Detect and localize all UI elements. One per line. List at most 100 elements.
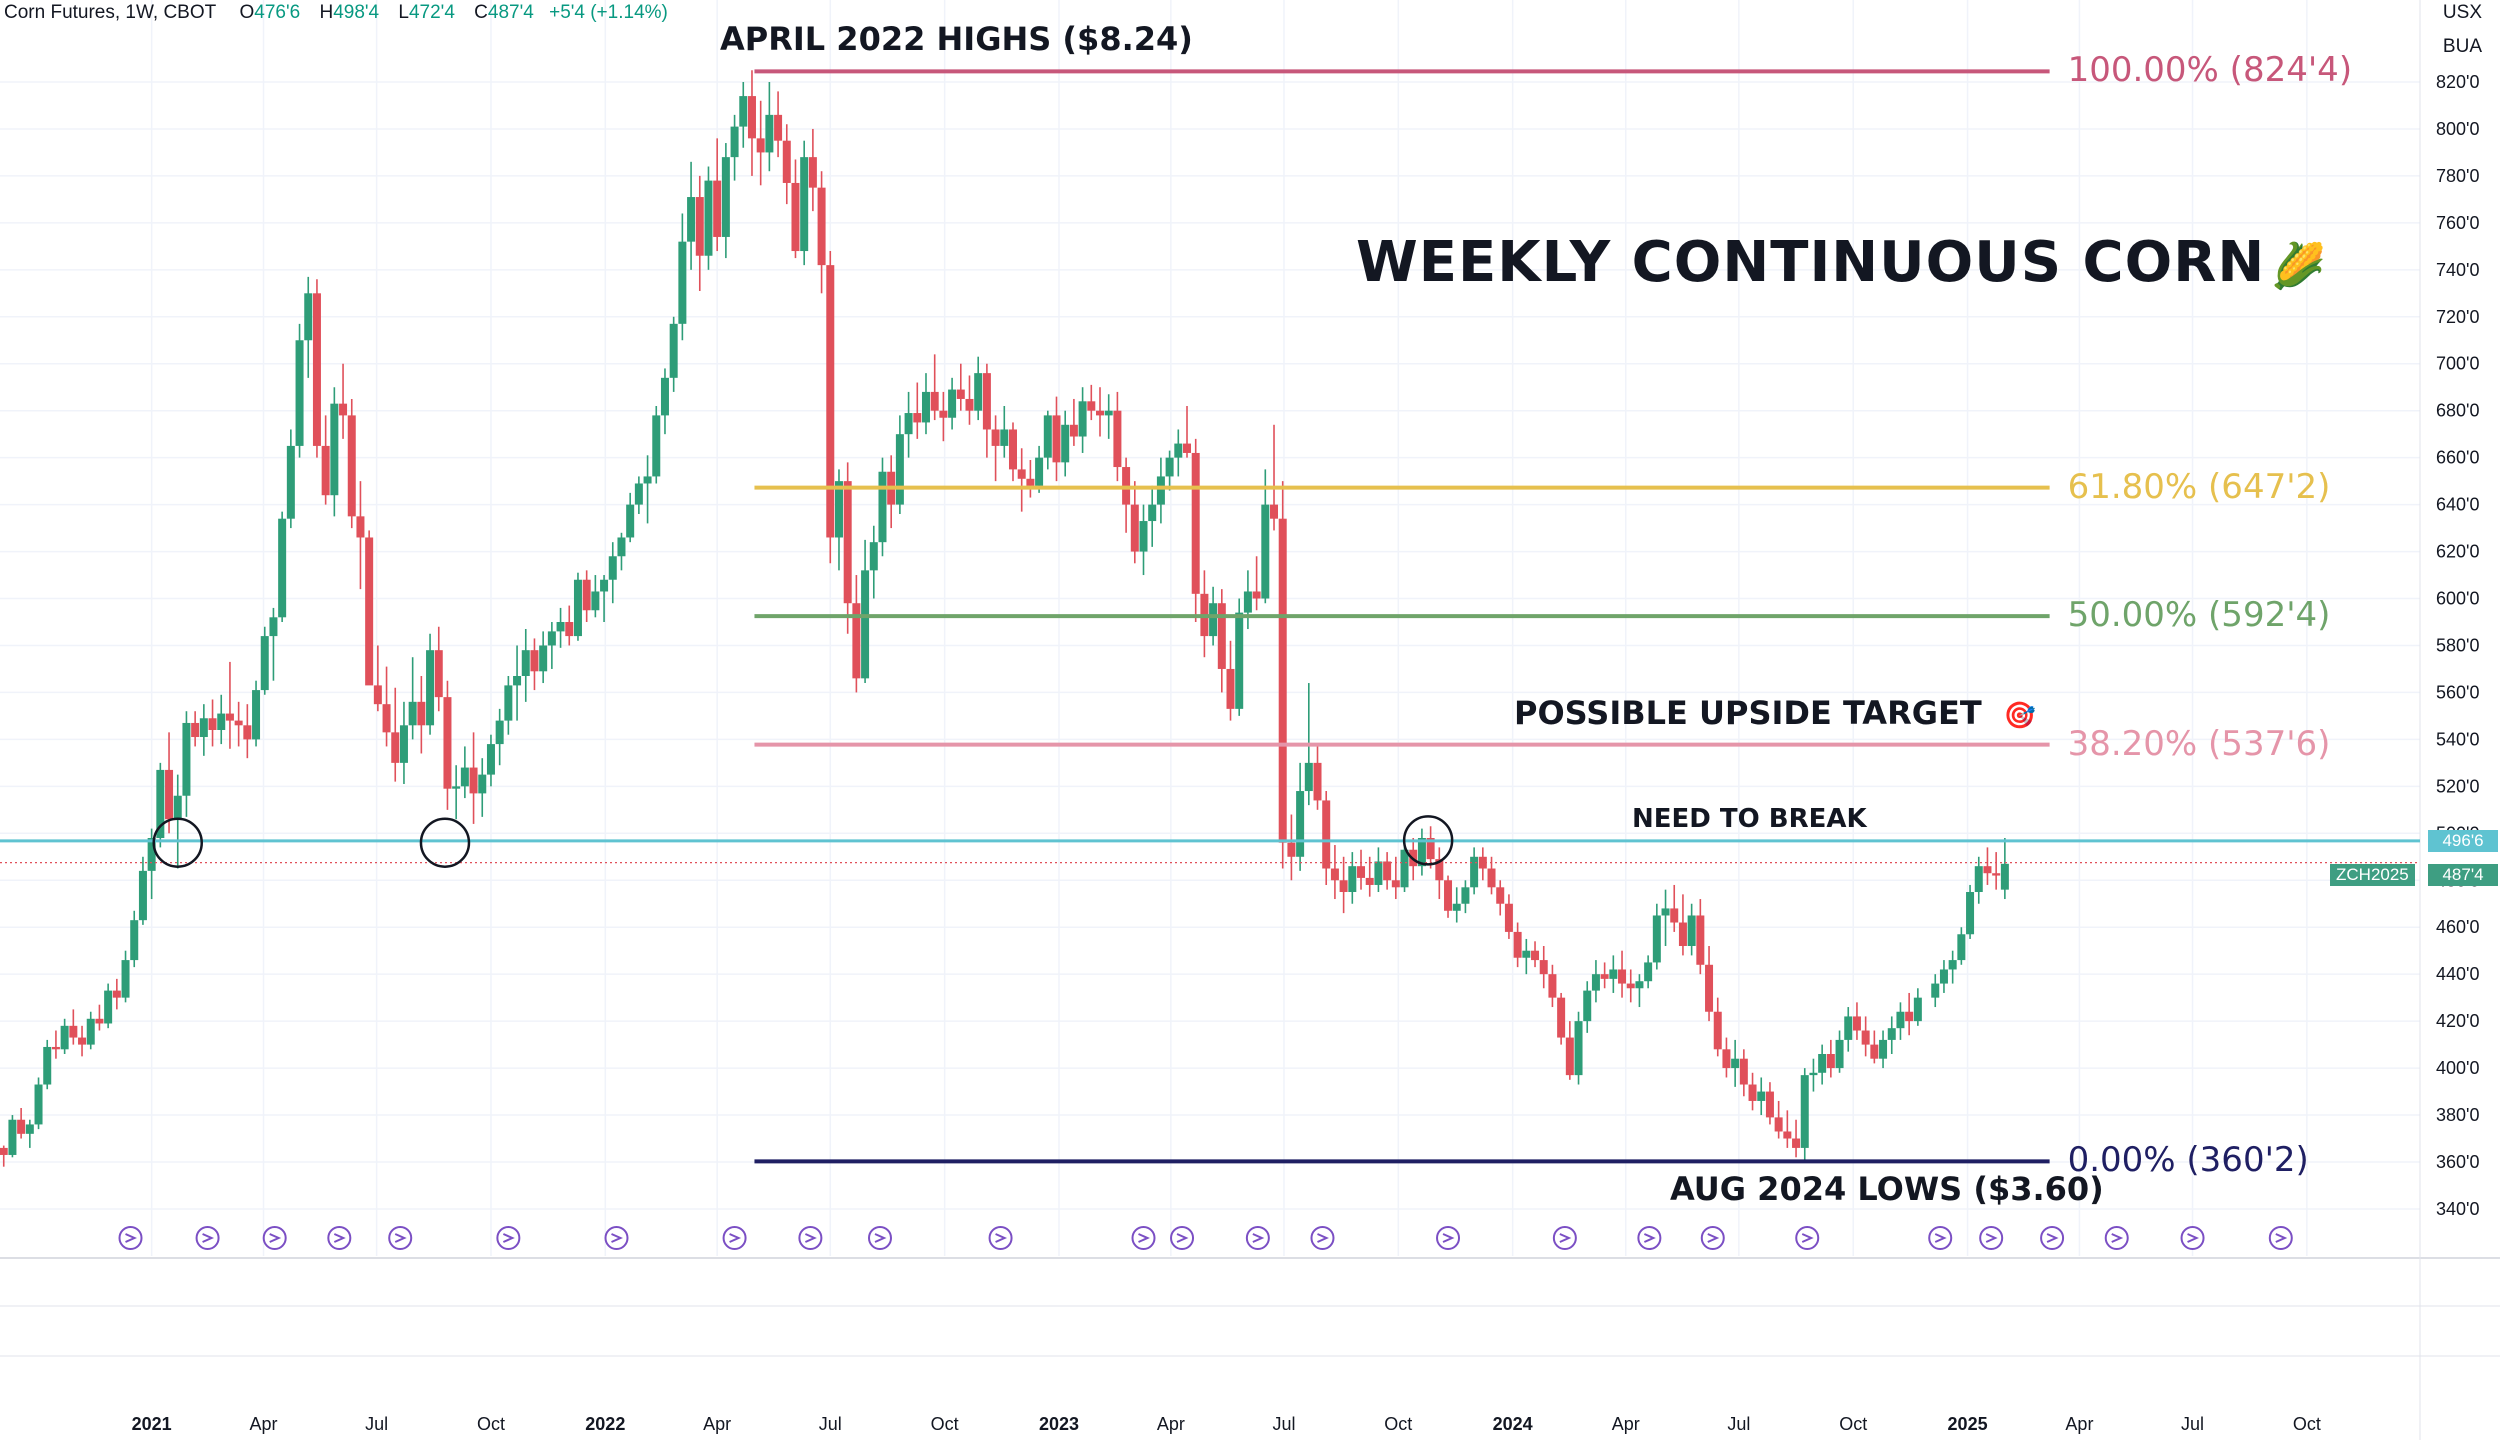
event-marker-icon [195, 1226, 220, 1250]
y-tick-label: 540'0 [2436, 729, 2479, 749]
candle-body [1156, 476, 1165, 505]
candle-body [765, 114, 774, 153]
upside-target-annotation: POSSIBLE UPSIDE TARGET 🎯 [1514, 694, 2036, 732]
candle-body [95, 1018, 104, 1024]
candle-body [1148, 504, 1157, 522]
candle-body [78, 1037, 87, 1045]
y-tick-label: 820'0 [2436, 72, 2479, 92]
candle-body [739, 96, 748, 127]
candle-body [1435, 859, 1444, 881]
currency-label: USX [2442, 2, 2482, 23]
upside-target-text: POSSIBLE UPSIDE TARGET [1514, 694, 1982, 732]
candle-body [478, 774, 487, 794]
x-tick-label: 2023 [1039, 1414, 1079, 1434]
candle-body [1426, 838, 1435, 860]
y-tick-label: 660'0 [2436, 448, 2479, 468]
candle-body [1069, 424, 1078, 437]
levels [0, 69, 2420, 1164]
candle-body [991, 429, 1000, 446]
circles [152, 815, 1454, 868]
candle-body [573, 579, 582, 637]
candle-body [721, 157, 730, 237]
candle-body [339, 403, 348, 416]
candle-body [1330, 868, 1339, 881]
candle-body [1304, 762, 1313, 792]
event-marker-icon [722, 1226, 747, 1250]
candle-body [1400, 849, 1409, 888]
candle-body [834, 481, 843, 538]
candle-body [608, 556, 617, 580]
y-tick-label: 440'0 [2436, 964, 2479, 984]
candle-body [60, 1025, 69, 1050]
candle-body [1600, 974, 1609, 979]
highlight-circle [419, 817, 471, 868]
candle-body [321, 445, 330, 496]
x-tick-label: 2022 [585, 1414, 625, 1434]
candle-body [1261, 504, 1270, 599]
candle-body [852, 603, 861, 679]
event-marker-icon [1131, 1226, 1156, 1250]
candle-body [1383, 861, 1392, 881]
candle-body [817, 187, 826, 266]
candle-body [1992, 873, 2001, 876]
candle-body [1000, 429, 1009, 446]
x-tick-label: Jul [2181, 1414, 2204, 1434]
x-tick-label: Apr [2065, 1414, 2093, 1434]
candle-body [1818, 1054, 1827, 1073]
candle-body [930, 391, 939, 411]
change-value: +5'4 (+1.14%) [549, 2, 668, 23]
event-marker-icon [388, 1226, 413, 1250]
event-marker-icon [1928, 1226, 1953, 1250]
candle-body [1478, 856, 1487, 869]
candle-body [878, 471, 887, 543]
candle-body [1470, 856, 1479, 888]
high-value: 498'4 [333, 2, 380, 23]
candle-body [1661, 908, 1670, 916]
corn-icon: 🌽 [2271, 241, 2328, 292]
candle-body [356, 516, 365, 538]
y-tick-label: 740'0 [2436, 260, 2479, 280]
open-label: O [239, 2, 255, 23]
event-arrow-icon [1707, 1233, 1720, 1243]
candle-body [217, 713, 226, 730]
candle-body [69, 1025, 78, 1038]
candle-body [34, 1084, 43, 1125]
x-tick-label: Oct [931, 1414, 959, 1434]
candle-body [1226, 668, 1235, 709]
event-arrow-icon [202, 1233, 215, 1243]
candle-body [1504, 903, 1513, 932]
candle-body [1957, 934, 1966, 961]
candle-body [565, 622, 574, 637]
x-tick-label: Jul [1272, 1414, 1295, 1434]
candle-body [1243, 591, 1252, 613]
candle-body [521, 650, 530, 676]
candle-body [147, 838, 156, 871]
candle-body [17, 1119, 26, 1134]
candle-body [1348, 866, 1357, 892]
event-marker-icon [2104, 1226, 2129, 1250]
y-tick-label: 600'0 [2436, 589, 2479, 609]
candle-body [730, 126, 739, 158]
candle-body [434, 650, 443, 698]
candle-body [1635, 981, 1644, 989]
candle-body [1678, 922, 1687, 946]
candle-body [782, 140, 791, 183]
candle-body [1852, 1016, 1861, 1031]
candle-body [861, 570, 870, 679]
candle-body [1774, 1117, 1783, 1132]
candle-body [1217, 603, 1226, 669]
y-axis: 340'0360'0380'0400'0420'0440'0460'0480'0… [2436, 72, 2479, 1219]
low-value: 472'4 [408, 2, 455, 23]
candle-body [678, 241, 687, 324]
candle-body [539, 645, 548, 672]
candle-body [1374, 861, 1383, 885]
candle-body [138, 870, 147, 921]
event-marker-icon [868, 1226, 892, 1250]
y-tick-label: 640'0 [2436, 495, 2479, 515]
candle-body [417, 701, 426, 726]
candle-body [1174, 443, 1183, 458]
y-tick-label: 620'0 [2436, 542, 2479, 562]
candle-body [1452, 903, 1461, 911]
candle-body [121, 960, 130, 998]
y-tick-label: 680'0 [2436, 401, 2479, 421]
